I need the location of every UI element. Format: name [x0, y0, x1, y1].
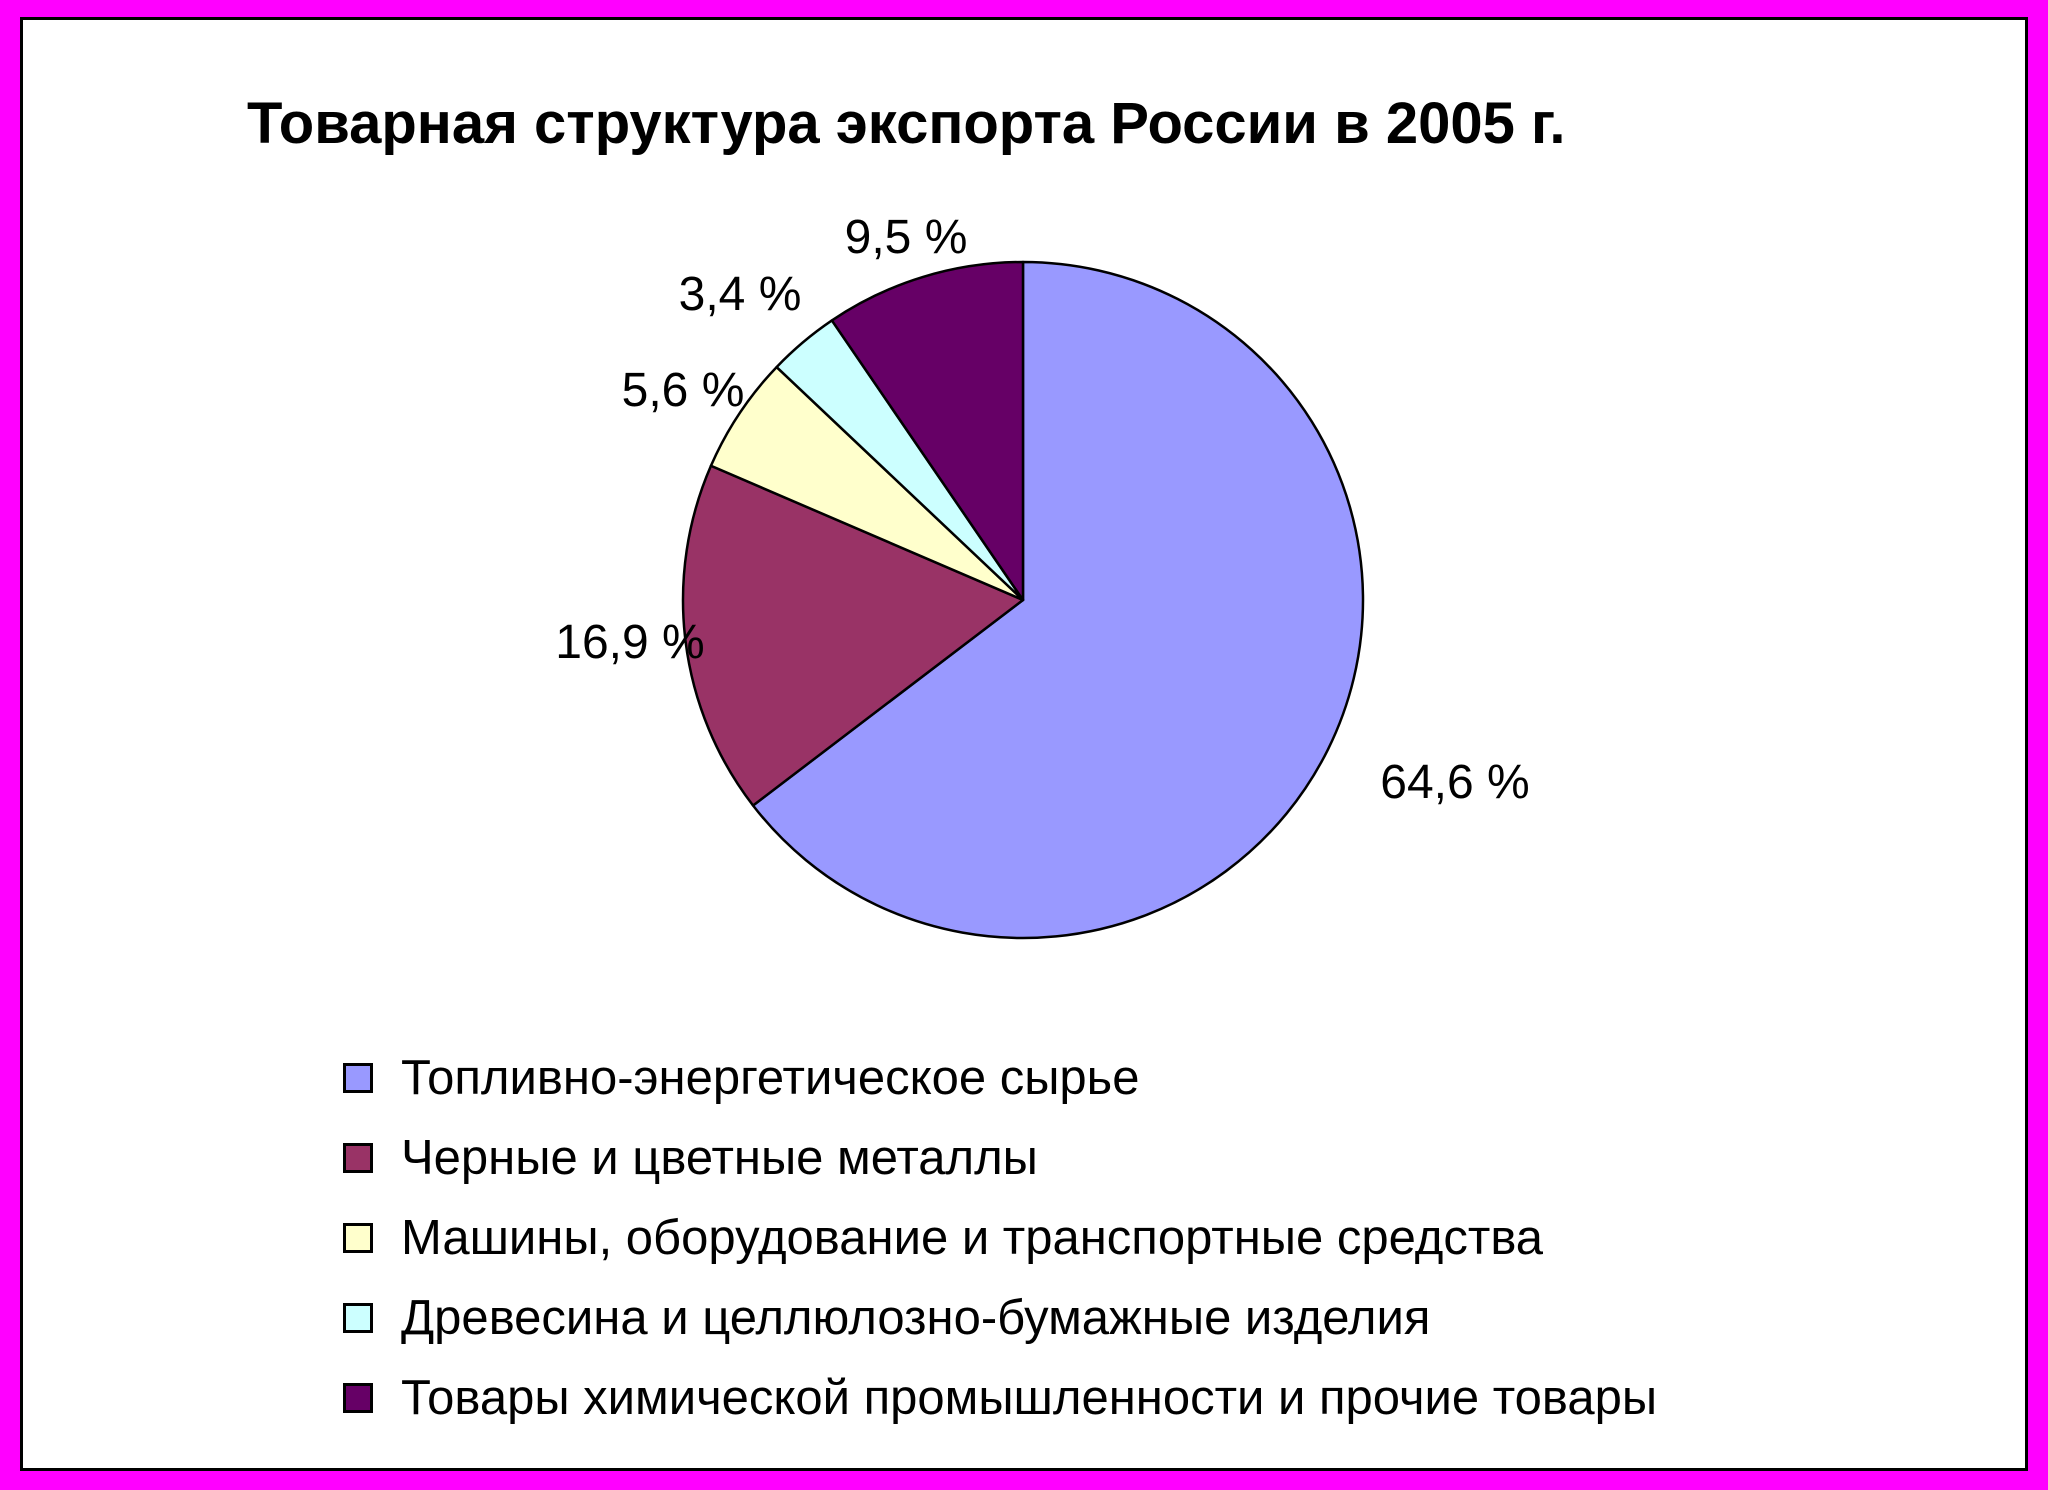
chart-area: Товарная структура экспорта России в 200…	[20, 17, 2028, 1471]
legend-label: Товары химической промышленности и прочи…	[401, 1371, 1658, 1425]
pie-slice	[681, 464, 1025, 807]
data-label: 64,6 %	[1380, 756, 1529, 809]
legend-swatch	[343, 1383, 373, 1413]
legend-swatch	[343, 1223, 373, 1253]
legend-label: Древесина и целлюлозно-бумажные изделия	[401, 1291, 1431, 1345]
data-label: 3,4 %	[679, 268, 802, 321]
legend-swatch	[343, 1063, 373, 1093]
legend-label: Машины, оборудование и транспортные сред…	[401, 1211, 1544, 1265]
legend-swatch	[343, 1303, 373, 1333]
data-label: 5,6 %	[622, 364, 745, 417]
legend-swatch	[343, 1143, 373, 1173]
legend-label: Топливно-энергетическое сырье	[401, 1051, 1140, 1105]
pie-slice	[751, 260, 1365, 940]
legend-label: Черные и цветные металлы	[401, 1131, 1038, 1185]
pie-chart: 64,6 % 16,9 % 5,6 % 3,4 % 9,5 %	[555, 211, 1530, 940]
pie-slice	[830, 260, 1025, 602]
chart-title: Товарная структура экспорта России в 200…	[247, 91, 1566, 156]
data-label: 9,5 %	[845, 211, 968, 264]
data-label: 16,9 %	[555, 616, 704, 669]
